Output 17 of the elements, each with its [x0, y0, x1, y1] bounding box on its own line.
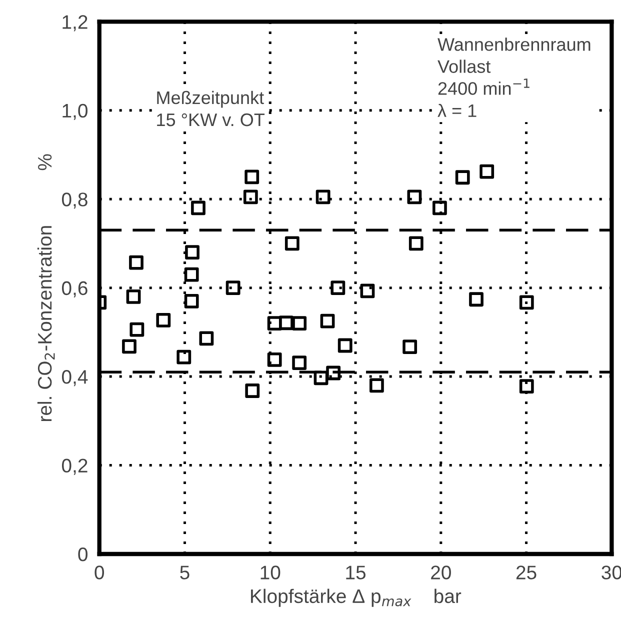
- y-tick-label: 0,4: [62, 370, 88, 386]
- annotation: Meßzeitpunkt 15 °KW v. OT: [157, 90, 265, 126]
- text: Klopfstärke Δ p$_{max}$ bar: [251, 588, 462, 607]
- y-axis-title: rel. CO$_{2}$-Konzentration %: [37, 154, 55, 421]
- x-tick-label: 5: [180, 566, 190, 580]
- x-tick-label: 15: [346, 566, 366, 580]
- y-tick-label: 1,2: [62, 15, 88, 32]
- y-tick-label: 0,8: [62, 192, 88, 209]
- y-tick-label: 0,2: [62, 458, 88, 475]
- x-tick-label: 10: [260, 566, 280, 580]
- y-tick-label: 0: [78, 547, 88, 562]
- x-tick-label: 0: [94, 566, 104, 580]
- x-tick-label: 20: [431, 566, 451, 580]
- y-tick-label: 1,0: [62, 104, 88, 120]
- text: Wannenbrennraum Vollast 2400 min$^{−1}$ λ = 1: [438, 38, 590, 117]
- y-tick-label: 0,6: [62, 281, 88, 298]
- x-tick-label: 25: [516, 566, 536, 580]
